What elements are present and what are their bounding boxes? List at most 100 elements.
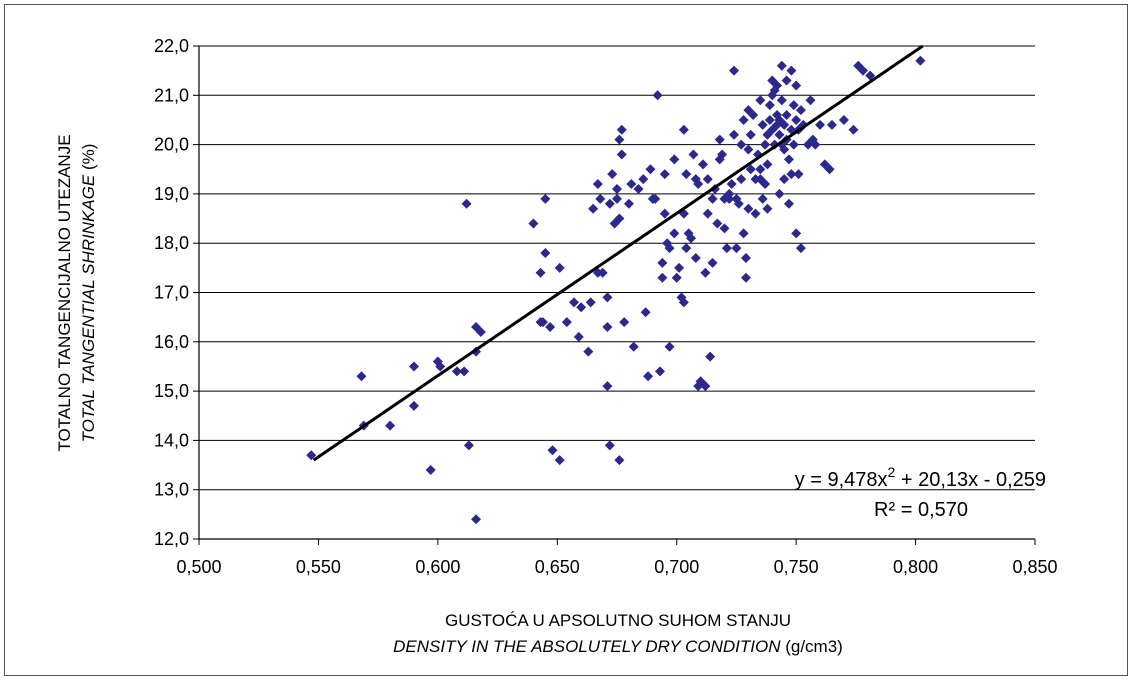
data-point	[659, 208, 670, 219]
data-point	[540, 248, 551, 259]
y-tick-label: 21,0	[154, 85, 189, 105]
y-tick-label: 20,0	[154, 135, 189, 155]
data-point	[688, 149, 699, 160]
y-tick-label: 22,0	[154, 36, 189, 56]
data-point	[614, 213, 625, 224]
data-point	[810, 139, 821, 150]
data-point	[645, 164, 656, 175]
data-point	[757, 193, 768, 204]
data-point	[791, 114, 802, 125]
data-point	[623, 198, 634, 209]
data-point	[740, 252, 751, 263]
data-point	[764, 114, 775, 125]
x-tick-labels: 0,500 0,550 0,600 0,650 0,700 0,750 0,800 0,850	[176, 557, 1057, 577]
data-point	[306, 450, 317, 461]
data-point	[545, 322, 556, 333]
x-tick-label: 0,750	[774, 557, 819, 577]
data-point	[573, 331, 584, 342]
data-point	[678, 297, 689, 308]
data-point	[471, 514, 482, 525]
data-point	[707, 193, 718, 204]
data-point	[595, 193, 606, 204]
data-point	[786, 169, 797, 180]
data-point	[554, 262, 565, 273]
data-point	[602, 292, 613, 303]
data-point	[425, 464, 436, 475]
data-point	[738, 114, 749, 125]
data-point	[788, 139, 799, 150]
data-point	[776, 60, 787, 71]
data-point	[738, 228, 749, 239]
data-point	[791, 80, 802, 91]
x-tick-label: 0,850	[1012, 557, 1057, 577]
data-point	[654, 366, 665, 377]
data-point	[707, 257, 718, 268]
data-point	[826, 119, 837, 130]
data-point	[356, 371, 367, 382]
data-point	[779, 144, 790, 155]
data-point	[633, 183, 644, 194]
data-point	[815, 119, 826, 130]
data-points	[306, 55, 926, 525]
data-point	[585, 297, 596, 308]
data-point	[461, 198, 472, 209]
data-point	[669, 228, 680, 239]
y-tick-label: 15,0	[154, 381, 189, 401]
data-point	[528, 218, 539, 229]
data-point	[700, 381, 711, 392]
data-point	[650, 193, 661, 204]
data-point	[915, 55, 926, 66]
data-point	[774, 188, 785, 199]
data-point	[736, 174, 747, 185]
data-point	[805, 95, 816, 106]
data-point	[669, 154, 680, 165]
x-tick-label: 0,700	[654, 557, 699, 577]
data-point	[583, 346, 594, 357]
data-point	[616, 124, 627, 135]
data-point	[848, 124, 859, 135]
data-point	[674, 262, 685, 273]
data-point	[681, 243, 692, 254]
data-point	[776, 95, 787, 106]
data-point	[408, 361, 419, 372]
data-point	[681, 169, 692, 180]
data-point	[786, 65, 797, 76]
data-point	[475, 326, 486, 337]
data-point	[628, 341, 639, 352]
data-point	[760, 139, 771, 150]
y-tick-label: 19,0	[154, 184, 189, 204]
data-point	[614, 134, 625, 145]
data-point	[795, 105, 806, 116]
data-point	[788, 100, 799, 111]
data-point	[743, 144, 754, 155]
data-point	[779, 119, 790, 130]
data-point	[657, 272, 668, 283]
y-tick-label: 12,0	[154, 529, 189, 549]
data-point	[762, 203, 773, 214]
data-point	[693, 179, 704, 190]
data-point	[729, 65, 740, 76]
x-axis-title: GUSTOĆA U APSOLUTNO SUHOM STANJU	[445, 611, 791, 630]
data-point	[463, 440, 474, 451]
data-point	[697, 159, 708, 170]
data-point	[712, 218, 723, 229]
data-point	[772, 80, 783, 91]
data-point	[435, 361, 446, 372]
data-point	[588, 203, 599, 214]
data-point	[795, 243, 806, 254]
y-tick-label: 14,0	[154, 430, 189, 450]
trendline	[312, 44, 924, 462]
data-point	[597, 267, 608, 278]
data-point	[408, 400, 419, 411]
data-point	[640, 307, 651, 318]
data-point	[755, 95, 766, 106]
data-point	[602, 381, 613, 392]
data-point	[783, 198, 794, 209]
data-point	[736, 139, 747, 150]
data-point	[726, 179, 737, 190]
data-point	[671, 272, 682, 283]
data-point	[659, 169, 670, 180]
data-point	[592, 179, 603, 190]
data-point	[612, 193, 622, 204]
